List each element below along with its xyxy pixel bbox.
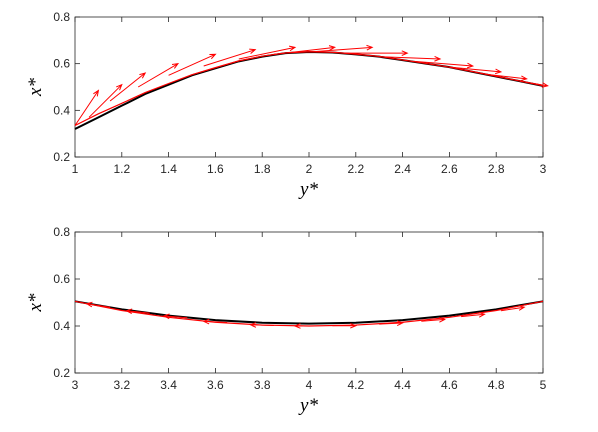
x-tick-label: 1.6 [207, 162, 224, 176]
arrow [202, 318, 228, 325]
x-tick-label: 3.4 [160, 378, 177, 392]
x-tick-label: 1.4 [160, 162, 177, 176]
axes-box [74, 231, 544, 374]
y-tick-label: 0.4 [53, 103, 70, 117]
x-tick-label: 3.2 [113, 378, 130, 392]
curve [74, 300, 544, 325]
y-tick-label: 0.8 [53, 225, 70, 239]
arrow [461, 311, 486, 318]
x-tick-label: 2.2 [347, 162, 364, 176]
x-tick-label: 2.4 [394, 162, 411, 176]
x-tick-label: 4.6 [441, 378, 458, 392]
arrow [484, 73, 528, 82]
x-tick-label: 1.8 [254, 162, 271, 176]
arrow [249, 322, 274, 328]
arrow [293, 323, 314, 329]
arrow [168, 53, 217, 76]
y-tick-label: 0.6 [53, 57, 70, 71]
x-tick-label: 4.2 [347, 378, 364, 392]
axes-box [74, 16, 544, 158]
y-tick-label: 0.2 [53, 366, 70, 380]
arrow [344, 50, 409, 56]
arrow [74, 89, 100, 126]
x-tick-label: 4 [306, 378, 313, 392]
arrow [203, 48, 257, 67]
arrow [137, 63, 180, 88]
arrow [379, 320, 404, 327]
arrow [519, 80, 549, 88]
arrow [85, 301, 111, 308]
y-tick-label: 0.2 [53, 150, 70, 164]
x-tick-label: 3.8 [254, 378, 271, 392]
x-tick-label: 2.8 [488, 162, 505, 176]
arrow [379, 56, 442, 62]
y-tick-label: 0.4 [53, 319, 70, 333]
x-tick-label: 1.2 [113, 162, 130, 176]
arrow [449, 66, 503, 75]
arrow [332, 322, 358, 329]
x-axis-label: y* [298, 179, 318, 200]
x-tick-label: 4.8 [488, 378, 505, 392]
arrow [125, 308, 150, 315]
x-axis-label: y* [298, 395, 318, 416]
arrow [500, 305, 526, 312]
y-tick-label: 0.8 [53, 10, 70, 24]
arrow [238, 45, 297, 60]
y-tick-label: 0.6 [53, 272, 70, 286]
x-tick-label: 5 [540, 378, 547, 392]
arrow [273, 45, 337, 55]
y-axis-label: x* [25, 78, 46, 97]
arrow [421, 317, 446, 323]
x-tick-label: 1 [72, 162, 79, 176]
arrow [414, 60, 475, 69]
arrow [308, 44, 374, 53]
arrow [88, 83, 123, 118]
x-tick-label: 2.6 [441, 162, 458, 176]
x-tick-label: 3 [72, 378, 79, 392]
arrow [162, 313, 188, 320]
arrow [109, 72, 147, 102]
x-tick-label: 4.4 [394, 378, 411, 392]
x-tick-label: 2 [306, 162, 313, 176]
y-axis-label: x* [25, 293, 46, 312]
x-tick-label: 3 [540, 162, 547, 176]
x-tick-label: 3.6 [207, 378, 224, 392]
